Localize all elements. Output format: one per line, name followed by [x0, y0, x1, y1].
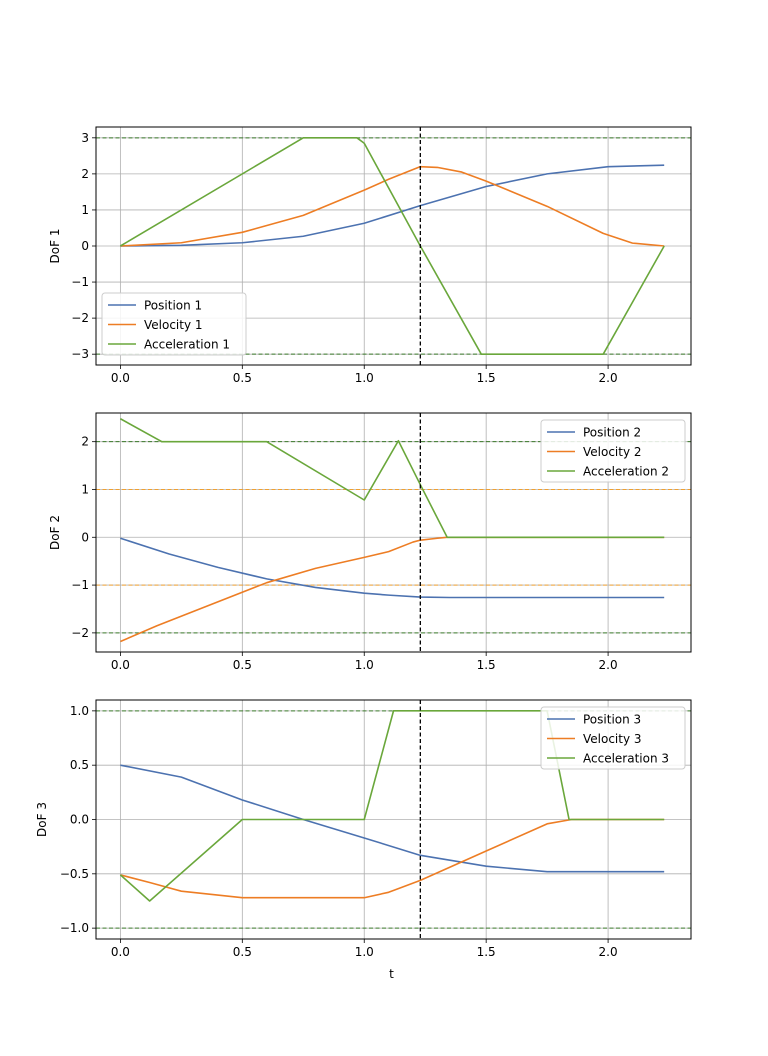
- x-axis-label: t: [389, 967, 394, 981]
- legend-box: [540, 419, 686, 483]
- y-tick-label: 3: [81, 131, 89, 145]
- y-tick-label: −3: [71, 347, 89, 361]
- y-tick-label: 0: [81, 239, 89, 253]
- y-tick-label: 1: [81, 482, 89, 496]
- y-tick-label: −0.5: [60, 867, 89, 881]
- series-line-acceleration: [120, 418, 665, 539]
- x-tick-label: 0.5: [233, 371, 252, 385]
- subplot-dof-3: 0.0 0.5 1.0 1.5 2.0 1.0 0.5 0.0 −0.5 −1.0 DoF 3 t Po…: [35, 699, 692, 981]
- x-tick-label: 1.5: [477, 371, 496, 385]
- x-tick-label: 2.0: [599, 658, 618, 672]
- legend: Position 1 Velocity 1 Acceleration 1: [101, 292, 247, 356]
- series-line-acceleration: [119, 710, 665, 902]
- y-tick-label: 1: [81, 203, 89, 217]
- y-axis-label: DoF 2: [48, 515, 62, 550]
- y-tick-label: 2: [81, 167, 89, 181]
- legend-entry: Acceleration 2: [583, 465, 669, 479]
- series-line-position: [120, 764, 665, 873]
- legend: Position 3 Velocity 3 Acceleration 3: [540, 706, 686, 770]
- axes-frame: [95, 412, 692, 653]
- series-line-acceleration: [119, 137, 665, 355]
- legend-entry: Velocity 3: [583, 732, 642, 746]
- x-tick-label: 0.5: [233, 658, 252, 672]
- legend-entry: Position 1: [144, 299, 202, 313]
- y-tick-label: 1.0: [70, 704, 89, 718]
- y-tick-label: 0.5: [70, 758, 89, 772]
- x-tick-label: 2.0: [599, 371, 618, 385]
- legend-entry: Velocity 1: [144, 318, 203, 332]
- x-tick-label: 1.0: [355, 371, 374, 385]
- legend: Position 2 Velocity 2 Acceleration 2: [540, 419, 686, 483]
- series-line-velocity: [120, 818, 665, 899]
- x-tick-label: 1.5: [477, 658, 496, 672]
- y-tick-label: −1: [71, 578, 89, 592]
- y-tick-label: −2: [71, 626, 89, 640]
- legend-entry: Velocity 2: [583, 445, 642, 459]
- series-line-position: [120, 537, 665, 599]
- x-tick-label: 2.0: [599, 945, 618, 959]
- x-tick-label: 0.5: [233, 945, 252, 959]
- y-tick-label: 0.0: [70, 813, 89, 827]
- y-tick-label: 0: [81, 530, 89, 544]
- series-line-velocity: [120, 536, 665, 643]
- y-tick-label: 2: [81, 435, 89, 449]
- y-tick-label: −1: [71, 275, 89, 289]
- legend-entry: Position 3: [583, 713, 641, 727]
- series-line-position: [120, 164, 665, 247]
- legend-entry: Acceleration 3: [583, 752, 669, 766]
- series-line-velocity: [120, 165, 665, 247]
- legend-box: [101, 292, 247, 356]
- x-tick-label: 0.0: [111, 945, 130, 959]
- subplot-dof-1: 0.0 0.5 1.0 1.5 2.0 3 2 1 0 −1 −2 −3 DoF 1 Position 1…: [48, 126, 692, 385]
- y-tick-label: −1.0: [60, 921, 89, 935]
- x-tick-label: 0.0: [111, 371, 130, 385]
- y-tick-label: −2: [71, 311, 89, 325]
- subplot-dof-2: 0.0 0.5 1.0 1.5 2.0 2 1 0 −1 −2 DoF 2 Position 2 Vel…: [48, 412, 692, 672]
- y-axis-label: DoF 3: [35, 802, 49, 837]
- x-tick-label: 1.5: [477, 945, 496, 959]
- legend-entry: Position 2: [583, 426, 641, 440]
- legend-entry: Acceleration 1: [144, 338, 230, 352]
- x-tick-label: 0.0: [111, 658, 130, 672]
- y-axis-label: DoF 1: [48, 229, 62, 264]
- legend-box: [540, 706, 686, 770]
- x-tick-label: 1.0: [355, 945, 374, 959]
- x-tick-label: 1.0: [355, 658, 374, 672]
